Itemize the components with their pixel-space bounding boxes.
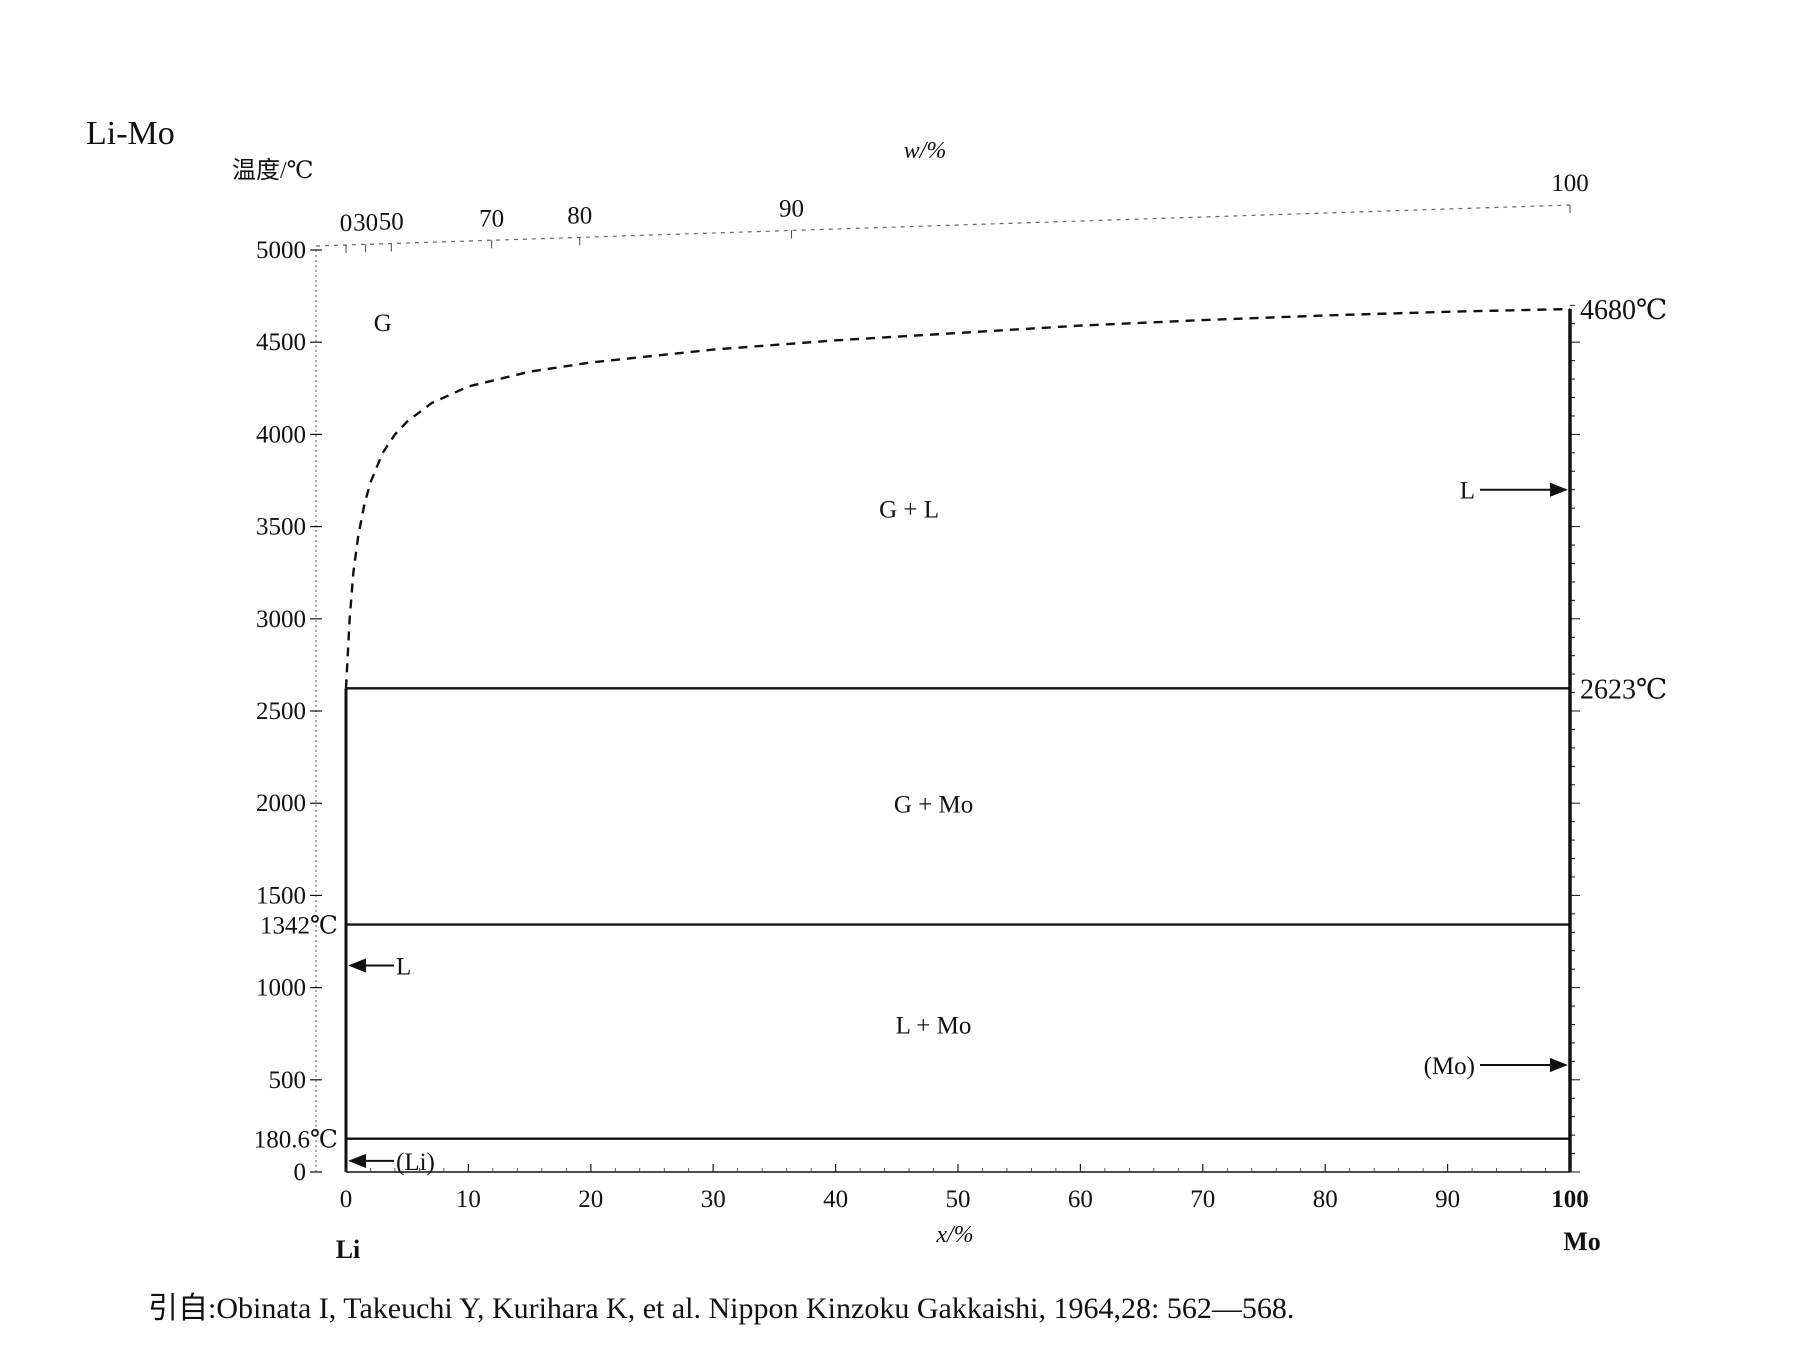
top-axis-tick-label: 80 <box>567 202 592 229</box>
x-tick-label: 80 <box>1313 1186 1338 1213</box>
x-tick-label: 10 <box>456 1186 481 1213</box>
y-tick-label: 0 <box>294 1159 307 1186</box>
x-tick-label: 90 <box>1435 1186 1460 1213</box>
top-axis-label: w/% <box>904 138 947 164</box>
y-tick-label: 1500 <box>256 882 306 909</box>
left-element-label: Li <box>336 1235 361 1264</box>
y-tick-label: 3000 <box>256 606 306 633</box>
chart-title: Li-Mo <box>86 115 175 152</box>
x-tick-label: 0 <box>340 1186 353 1213</box>
y-tick-label: 5000 <box>256 237 306 264</box>
special-temp-label: 4680℃ <box>1580 295 1667 326</box>
y-tick-label: 500 <box>269 1067 307 1094</box>
special-temp-label: 1342℃ <box>260 913 338 940</box>
y-tick-label: 4000 <box>256 421 306 448</box>
y-tick-label: 1000 <box>256 975 306 1002</box>
top-axis-tick-label: 90 <box>779 195 804 222</box>
y-tick-label: 2000 <box>256 790 306 817</box>
arrow-label: (Li) <box>396 1149 435 1176</box>
x-tick-label: 30 <box>701 1186 726 1213</box>
x-tick-label: 40 <box>823 1186 848 1213</box>
top-axis-tick-label: 0 <box>340 210 353 237</box>
top-axis-tick-label: 50 <box>379 209 404 236</box>
top-axis-tick-label: 70 <box>479 205 504 232</box>
x-tick-label: 70 <box>1190 1186 1215 1213</box>
phase-region-label: G <box>374 310 392 337</box>
citation-caption: 引自:Obinata I, Takeuchi Y, Kurihara K, et… <box>148 1292 1294 1325</box>
phase-region-label: L + Mo <box>896 1013 972 1040</box>
top-axis-line <box>315 204 1571 247</box>
phase-region-label: G + L <box>879 496 939 523</box>
phase-region-label: G + Mo <box>894 791 973 818</box>
y-tick-label: 4500 <box>256 329 306 356</box>
y-tick-label: 2500 <box>256 698 306 725</box>
special-temp-label: 2623℃ <box>1580 674 1667 705</box>
arrow-label: L <box>396 953 411 980</box>
arrow-label: L <box>1460 478 1475 505</box>
x-tick-label: 20 <box>578 1186 603 1213</box>
arrow-label: (Mo) <box>1424 1053 1475 1080</box>
plot-area: 0 10 20 30 40 50 60 70 80 90 100050010001500200025… <box>254 170 1668 1213</box>
x-axis-label: x/% <box>935 1222 973 1248</box>
top-axis-tick-label: 100 <box>1551 170 1589 197</box>
top-axis-tick-label: 30 <box>353 209 378 236</box>
x-tick-label: 50 <box>946 1186 971 1213</box>
special-temp-label: 180.6℃ <box>254 1127 338 1154</box>
x-tick-label: 60 <box>1068 1186 1093 1213</box>
x-tick-label: 100 <box>1551 1186 1589 1213</box>
right-element-label: Mo <box>1563 1227 1601 1256</box>
y-axis-label: 温度/℃ <box>232 157 314 184</box>
gas-boundary-curve <box>344 307 1571 689</box>
y-tick-label: 3500 <box>256 514 306 541</box>
